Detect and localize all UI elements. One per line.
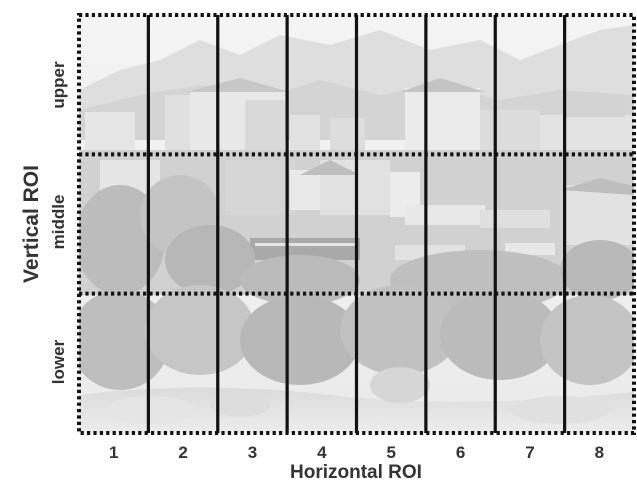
roi-row-dividers [77,13,636,435]
column-labels: 1 2 3 4 5 6 7 8 [109,443,604,462]
column-label-1: 1 [109,443,118,462]
background-photograph [79,15,634,433]
upper-buildings [85,78,634,150]
horizontal-axis-title: Horizontal ROI [290,462,422,483]
vertical-axis-title: Vertical ROI [20,165,43,283]
column-label-7: 7 [525,443,534,462]
row-labels: upper middle lower [49,61,68,384]
row-label-middle: middle [49,195,68,250]
column-label-6: 6 [456,443,465,462]
column-label-2: 2 [178,443,187,462]
roi-column-dividers [146,15,567,433]
row-label-upper: upper [49,61,68,109]
column-label-8: 8 [595,443,604,462]
row-label-lower: lower [49,339,68,384]
column-label-4: 4 [317,443,327,462]
roi-outer-border [77,13,636,435]
column-label-5: 5 [386,443,395,462]
column-label-3: 3 [248,443,257,462]
